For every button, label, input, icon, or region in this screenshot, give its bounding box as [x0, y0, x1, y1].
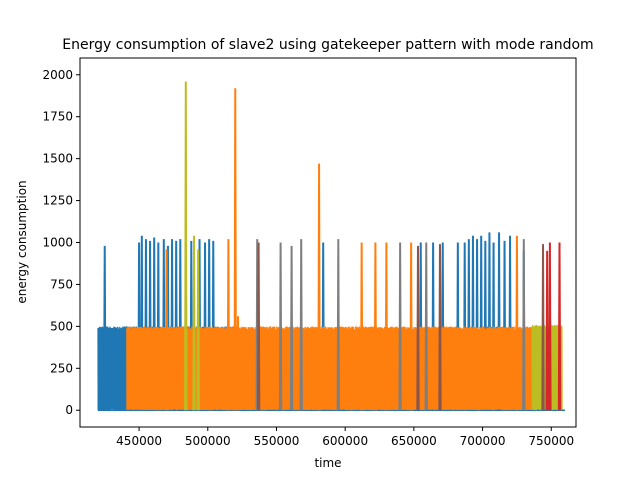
x-tick-label-1: 500000	[185, 434, 231, 448]
series-0-spike-0	[103, 245, 107, 411]
y-tick-label-0: 0	[65, 403, 73, 417]
series-1-spike-5	[359, 242, 364, 411]
x-tick-label-6: 750000	[528, 434, 574, 448]
series-3-spike-2	[289, 245, 294, 411]
series-1-spike-9	[515, 235, 519, 411]
series-1-spike-8	[409, 242, 413, 411]
series-5-spike-1	[548, 242, 552, 411]
series-4-spike-0	[256, 242, 261, 411]
x-axis-label: time	[314, 456, 341, 470]
series-2-spike-0	[184, 81, 188, 411]
series-1-dense-band-0	[126, 326, 534, 411]
series-1-spike-3	[226, 239, 231, 411]
series-4-spike-1	[416, 245, 420, 411]
series-3-spike-5	[398, 242, 402, 411]
series-2-spike-2	[196, 249, 200, 411]
y-tick-label-3: 750	[50, 277, 73, 291]
series-5	[545, 242, 562, 411]
x-tick-label-0: 450000	[116, 434, 162, 448]
series-3-spike-6	[424, 242, 428, 411]
y-tick-label-1: 250	[50, 361, 73, 375]
series-3-spike-3	[299, 239, 303, 411]
series-4	[256, 242, 545, 411]
series-1-spike-2	[236, 316, 240, 411]
plot-area	[97, 81, 566, 411]
y-tick-label-4: 1000	[42, 236, 73, 250]
y-axis-label: energy consumption	[15, 180, 29, 303]
x-tick-label-4: 650000	[391, 434, 437, 448]
y-axis-ticks: 0 250 500 750 1000 1250 1500 1750 2000	[42, 68, 80, 417]
series-1-spike-0	[164, 249, 169, 411]
series-1	[126, 88, 534, 411]
series-3-spike-7	[522, 239, 526, 411]
series-1-spike-7	[384, 242, 389, 411]
series-4-spike-3	[541, 244, 545, 411]
series-5-spike-2	[557, 242, 562, 411]
y-tick-label-5: 1250	[42, 194, 73, 208]
series-3-spike-4	[336, 239, 340, 411]
x-tick-label-3: 600000	[322, 434, 368, 448]
y-tick-label-8: 2000	[42, 68, 73, 82]
series-1-spike-4	[317, 163, 321, 411]
series-3	[255, 239, 526, 411]
series-3-spike-1	[278, 242, 283, 411]
series-1-spike-1	[233, 88, 237, 411]
y-tick-label-2: 500	[50, 319, 73, 333]
series-5-spike-0	[545, 250, 549, 411]
series-4-spike-2	[438, 244, 442, 411]
x-tick-label-2: 550000	[254, 434, 300, 448]
series-1-spike-6	[373, 242, 378, 411]
series-2-spike-1	[192, 235, 196, 411]
x-axis-ticks: 450000 500000 550000 600000 650000 700000 7500…	[116, 427, 574, 448]
chart-title: Energy consumption of slave2 using gatek…	[62, 37, 593, 53]
x-tick-label-5: 700000	[460, 434, 506, 448]
series-0-dense-band-0	[97, 326, 129, 411]
y-tick-label-7: 1750	[42, 110, 73, 124]
y-tick-label-6: 1500	[42, 152, 73, 166]
